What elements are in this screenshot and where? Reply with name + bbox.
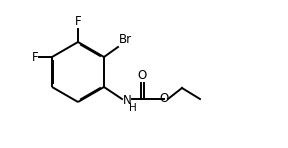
Text: Br: Br — [119, 33, 132, 46]
Text: F: F — [31, 50, 38, 63]
Text: O: O — [138, 69, 147, 82]
Text: F: F — [75, 15, 81, 28]
Text: N: N — [123, 94, 132, 107]
Text: O: O — [159, 92, 168, 106]
Text: H: H — [129, 103, 137, 113]
